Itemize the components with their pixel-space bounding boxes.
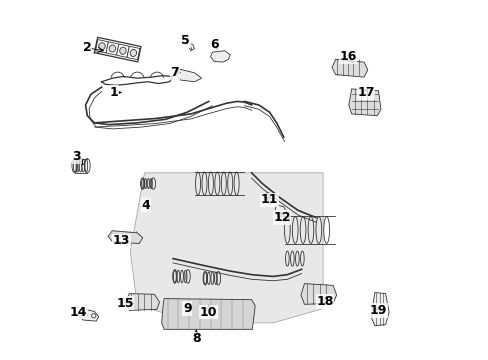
- Ellipse shape: [91, 314, 96, 318]
- Text: 16: 16: [339, 50, 356, 63]
- Ellipse shape: [99, 43, 105, 50]
- Polygon shape: [331, 59, 367, 77]
- Polygon shape: [130, 173, 323, 323]
- Text: 19: 19: [369, 304, 386, 317]
- Text: 14: 14: [69, 306, 87, 319]
- Text: 1: 1: [109, 86, 118, 99]
- Polygon shape: [274, 205, 286, 216]
- FancyBboxPatch shape: [96, 40, 108, 53]
- Text: 6: 6: [209, 38, 218, 51]
- Polygon shape: [176, 69, 201, 82]
- FancyBboxPatch shape: [127, 46, 140, 59]
- Polygon shape: [370, 293, 388, 326]
- Text: 12: 12: [273, 211, 290, 224]
- Ellipse shape: [130, 49, 136, 57]
- Text: 15: 15: [116, 297, 133, 310]
- Ellipse shape: [83, 313, 87, 317]
- Ellipse shape: [265, 194, 269, 198]
- Text: 10: 10: [200, 306, 217, 319]
- Text: 2: 2: [83, 41, 92, 54]
- Polygon shape: [124, 294, 159, 310]
- Ellipse shape: [109, 45, 116, 52]
- FancyBboxPatch shape: [106, 42, 119, 55]
- Text: 9: 9: [183, 302, 191, 315]
- Ellipse shape: [120, 47, 126, 54]
- Text: 7: 7: [170, 66, 179, 79]
- Text: 4: 4: [142, 198, 150, 212]
- Polygon shape: [108, 231, 142, 244]
- Text: 13: 13: [112, 234, 130, 247]
- Text: 5: 5: [181, 34, 189, 47]
- Polygon shape: [80, 309, 99, 321]
- Polygon shape: [210, 51, 230, 62]
- Text: 17: 17: [356, 86, 374, 99]
- Polygon shape: [348, 89, 380, 116]
- Text: 3: 3: [72, 150, 81, 163]
- Polygon shape: [162, 298, 255, 329]
- Text: 11: 11: [260, 193, 278, 206]
- Text: 18: 18: [316, 295, 333, 308]
- Ellipse shape: [264, 193, 270, 199]
- Polygon shape: [300, 284, 336, 304]
- Text: 8: 8: [192, 333, 200, 346]
- FancyBboxPatch shape: [116, 44, 129, 57]
